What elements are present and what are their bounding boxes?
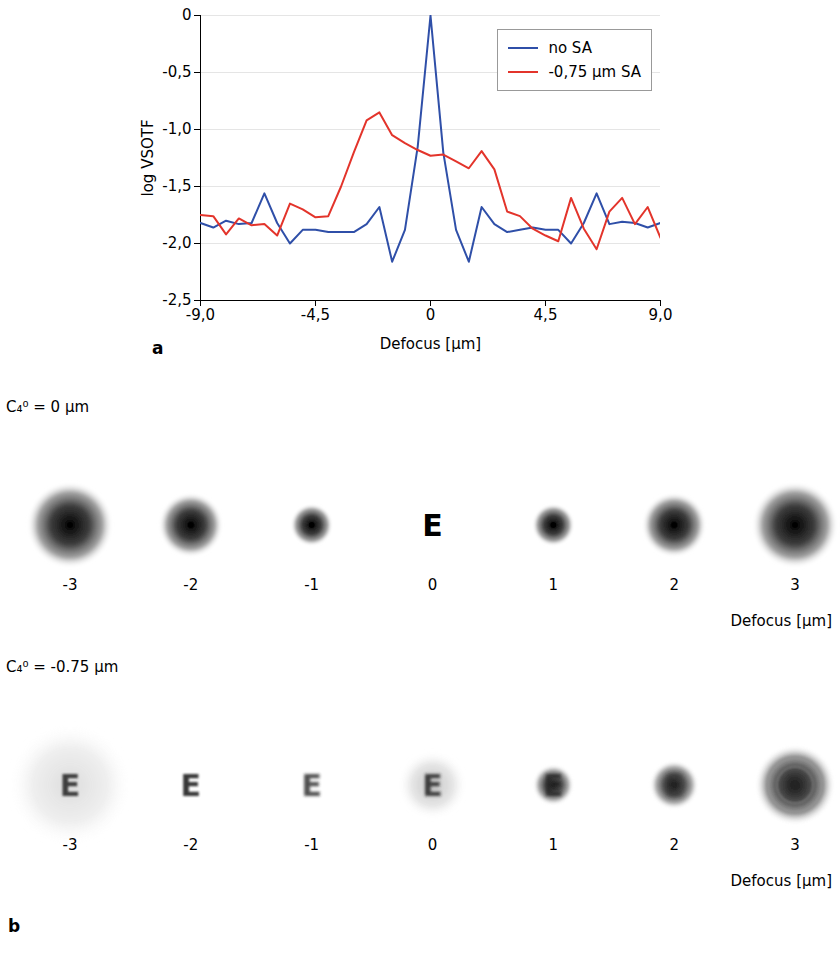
svg-text:1: 1 [549, 576, 559, 594]
svg-text:2: 2 [669, 836, 679, 854]
svg-text:-4,5: -4,5 [301, 306, 330, 324]
svg-text:b: b [8, 916, 20, 936]
svg-text:E: E [422, 768, 443, 803]
svg-text:E: E [664, 768, 685, 803]
svg-text:-1,5: -1,5 [162, 177, 191, 195]
svg-text:-1,0: -1,0 [162, 120, 191, 138]
svg-text:-1: -1 [304, 836, 319, 854]
html-text:no SA: no SA [548, 39, 592, 57]
svg-text:E: E [301, 768, 322, 803]
svg-text:E: E [543, 768, 564, 803]
svg-text:Defocus [µm]: Defocus [µm] [731, 612, 832, 630]
svg-text:C₄⁰ = 0 µm: C₄⁰ = 0 µm [6, 398, 89, 416]
svg-text:-0,5: -0,5 [162, 63, 191, 81]
svg-text:-2,0: -2,0 [162, 234, 191, 252]
svg-text:E: E [422, 508, 443, 543]
svg-text:9,0: 9,0 [649, 306, 673, 324]
svg-text:-9,0: -9,0 [186, 306, 215, 324]
svg-text:-3: -3 [63, 576, 78, 594]
svg-text:E: E [785, 768, 806, 803]
svg-text:E: E [181, 768, 202, 803]
svg-text:3: 3 [790, 576, 800, 594]
svg-text:E: E [60, 768, 81, 803]
svg-text:1: 1 [549, 836, 559, 854]
svg-text:3: 3 [790, 836, 800, 854]
svg-text:-2,5: -2,5 [162, 291, 192, 310]
svg-text:-3: -3 [63, 836, 78, 854]
svg-text:-1: -1 [304, 576, 319, 594]
svg-text:4,5: 4,5 [534, 306, 558, 324]
svg-text:0: 0 [426, 306, 436, 324]
svg-text:Defocus [µm]: Defocus [µm] [380, 335, 481, 353]
svg-text:-2: -2 [183, 836, 198, 854]
svg-text:-2: -2 [183, 576, 198, 594]
svg-text:log VSOTF: log VSOTF [139, 119, 157, 196]
html-text:a: a [152, 338, 164, 358]
html-text:-0,75 µm SA: -0,75 µm SA [548, 63, 641, 81]
svg-text:C₄⁰ = -0.75 µm: C₄⁰ = -0.75 µm [6, 658, 118, 676]
svg-text:Defocus [µm]: Defocus [µm] [731, 872, 832, 890]
svg-text:0: 0 [182, 6, 192, 24]
svg-text:0: 0 [428, 836, 438, 854]
svg-text:2: 2 [669, 576, 679, 594]
svg-text:0: 0 [428, 576, 438, 594]
